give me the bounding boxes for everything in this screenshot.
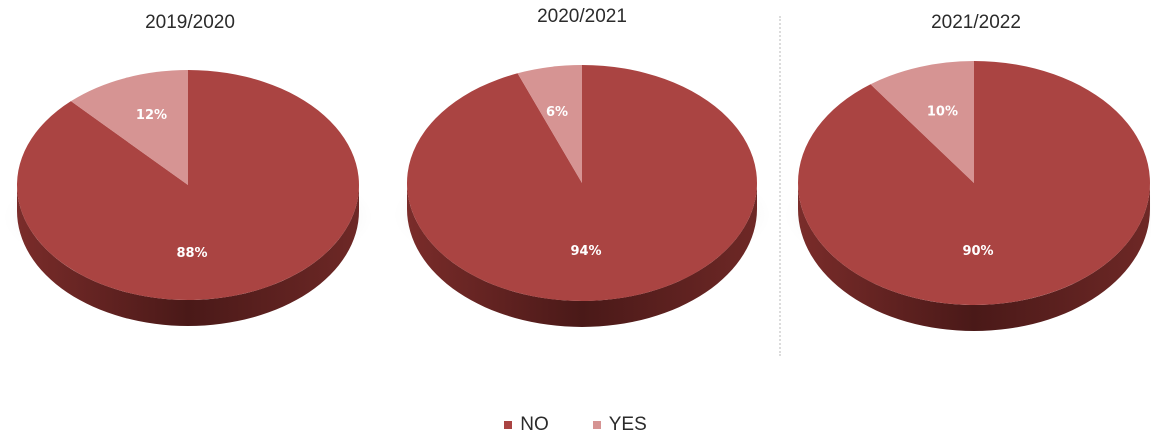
pie-side — [407, 183, 757, 327]
data-label-yes: 6% — [546, 105, 568, 120]
legend-label-no: NO — [520, 414, 549, 435]
data-label-no: 88% — [176, 246, 207, 261]
legend-item-yes: YES — [592, 414, 647, 436]
pie-chart-2: 90% 10% — [784, 61, 1151, 331]
slice-yes — [70, 70, 188, 185]
chart-title-2020-2021: 2020/2021 — [537, 6, 627, 27]
legend-item-no: NO — [504, 414, 549, 436]
pie-side — [798, 183, 1150, 331]
pie-side — [17, 185, 359, 326]
legend: NO YES — [0, 412, 1151, 438]
data-label-no: 90% — [962, 244, 993, 259]
slice-yes — [517, 65, 582, 183]
data-label-yes: 12% — [136, 108, 167, 123]
slice-no — [797, 61, 1150, 305]
legend-swatch-yes — [592, 421, 601, 429]
chart-title-2021-2022: 2021/2022 — [931, 12, 1021, 33]
legend-label-yes: YES — [608, 414, 647, 435]
chart-title-2019-2020: 2019/2020 — [145, 12, 235, 33]
data-label-yes: 10% — [927, 105, 958, 120]
pie-chart-0: 88% 12% — [3, 70, 373, 326]
legend-swatch-no — [504, 421, 513, 429]
slice-yes — [870, 61, 974, 183]
data-label-no: 94% — [570, 244, 601, 259]
chart-divider — [779, 16, 781, 356]
pie-chart-1: 94% 6% — [393, 65, 771, 327]
